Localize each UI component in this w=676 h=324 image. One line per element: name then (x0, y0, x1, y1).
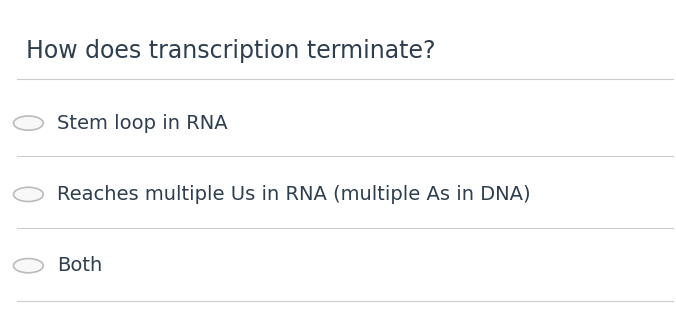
Text: How does transcription terminate?: How does transcription terminate? (26, 39, 435, 63)
Text: Reaches multiple Us in RNA (multiple As in DNA): Reaches multiple Us in RNA (multiple As … (57, 185, 531, 204)
Text: Stem loop in RNA: Stem loop in RNA (57, 114, 228, 133)
Circle shape (14, 116, 43, 130)
Text: Both: Both (57, 256, 103, 275)
Circle shape (14, 259, 43, 273)
Circle shape (14, 187, 43, 202)
